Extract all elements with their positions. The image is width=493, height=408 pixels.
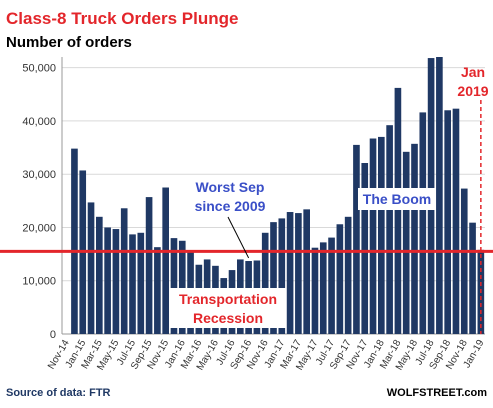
annotation-arrow bbox=[227, 216, 250, 259]
bar bbox=[411, 143, 418, 334]
bar bbox=[361, 163, 369, 334]
bar bbox=[145, 197, 153, 334]
bar bbox=[303, 209, 310, 334]
chart-title: Class-8 Truck Orders Plunge bbox=[6, 9, 238, 28]
y-tick-label: 20,000 bbox=[22, 222, 56, 234]
annotation-boom: The Boom bbox=[363, 191, 431, 207]
bar bbox=[452, 108, 460, 335]
bar bbox=[137, 232, 145, 334]
bar bbox=[261, 232, 269, 334]
bar bbox=[378, 136, 385, 334]
bar bbox=[353, 144, 360, 334]
y-tick-label: 30,000 bbox=[22, 169, 56, 181]
bar bbox=[104, 227, 111, 334]
bar bbox=[295, 213, 302, 334]
annotation-recession: Transportation bbox=[179, 291, 277, 307]
annotation-jan: Jan bbox=[461, 64, 485, 80]
bar bbox=[444, 110, 451, 335]
bar bbox=[112, 229, 120, 334]
bar bbox=[154, 247, 161, 334]
bar bbox=[120, 208, 128, 334]
annotation-worst-sep: since 2009 bbox=[195, 198, 266, 214]
y-tick-label: 0 bbox=[50, 329, 56, 341]
bar bbox=[87, 202, 95, 334]
bar bbox=[336, 224, 344, 334]
bar bbox=[436, 57, 443, 334]
y-tick-label: 40,000 bbox=[22, 116, 56, 128]
bar bbox=[460, 188, 468, 334]
annotation-worst-sep: Worst Sep bbox=[196, 179, 265, 195]
annotation-recession: Recession bbox=[193, 310, 263, 326]
source: Source of data: FTR bbox=[6, 387, 111, 399]
bar bbox=[469, 222, 476, 334]
chart-subtitle: Number of orders bbox=[6, 34, 132, 51]
bar bbox=[71, 148, 78, 334]
bar bbox=[419, 112, 427, 335]
y-tick-label: 10,000 bbox=[22, 276, 56, 288]
bar bbox=[402, 151, 410, 334]
bar bbox=[394, 87, 402, 335]
bar bbox=[96, 216, 103, 334]
bar bbox=[319, 242, 327, 334]
bar bbox=[286, 212, 294, 334]
bar bbox=[129, 234, 136, 334]
annotation-jan: 2019 bbox=[457, 83, 488, 99]
annotation-box bbox=[170, 288, 286, 328]
credit: WOLFSTREET.com bbox=[387, 387, 487, 399]
bar bbox=[170, 238, 178, 334]
bar bbox=[344, 216, 352, 334]
bar bbox=[278, 218, 286, 334]
bar bbox=[178, 240, 186, 334]
bar bbox=[386, 125, 393, 334]
bar bbox=[311, 247, 319, 334]
bar bbox=[270, 222, 277, 334]
y-tick-label: 50,000 bbox=[22, 63, 56, 75]
bar bbox=[162, 187, 169, 334]
annotation-box bbox=[358, 188, 436, 210]
bar bbox=[369, 138, 377, 334]
bar bbox=[328, 237, 335, 334]
